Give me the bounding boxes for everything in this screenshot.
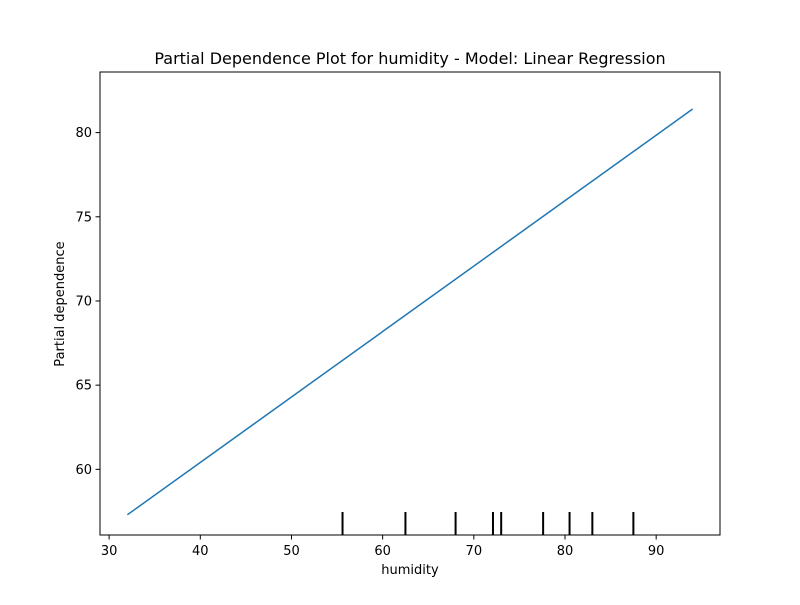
x-tick-label-5: 80 bbox=[557, 544, 574, 559]
x-axis-label: humidity bbox=[381, 563, 439, 578]
y-axis-label: Partial dependence bbox=[53, 241, 68, 366]
x-tick-label-4: 70 bbox=[466, 544, 483, 559]
y-tick-label-0: 60 bbox=[75, 463, 92, 478]
y-tick-label-1: 65 bbox=[75, 379, 92, 394]
x-tick-label-3: 60 bbox=[374, 544, 391, 559]
y-tick-label-2: 70 bbox=[75, 294, 92, 309]
y-tick-label-3: 75 bbox=[75, 210, 92, 225]
x-tick-label-2: 50 bbox=[283, 544, 300, 559]
axes-frame bbox=[99, 71, 721, 536]
chart-title: Partial Dependence Plot for humidity - M… bbox=[154, 49, 665, 68]
x-tick-label-0: 30 bbox=[101, 544, 118, 559]
plot-area: 30 40 50 60 70 80 90 60 65 70 75 80 bbox=[75, 71, 721, 559]
series-line-0 bbox=[126, 108, 694, 516]
x-tick-label-6: 90 bbox=[648, 544, 665, 559]
y-tick-label-4: 80 bbox=[75, 126, 92, 141]
x-tick-label-1: 40 bbox=[192, 544, 209, 559]
